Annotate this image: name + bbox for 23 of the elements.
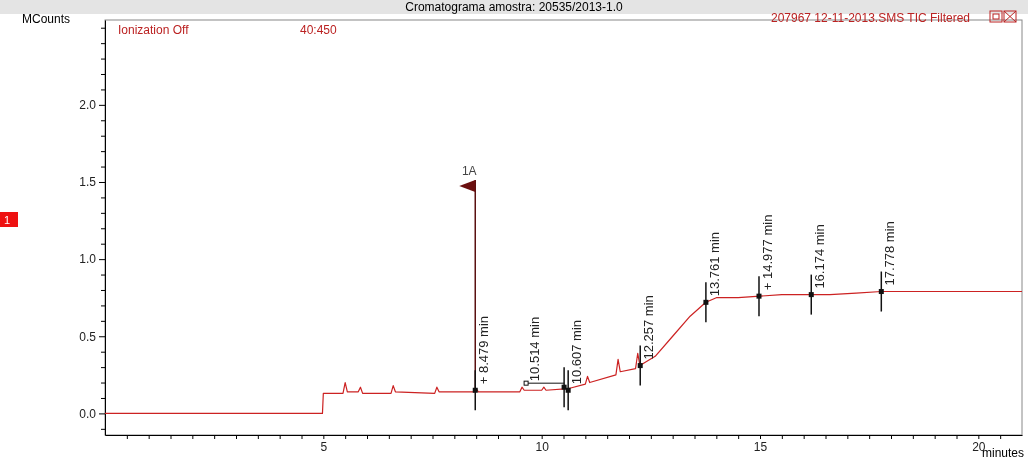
- annotation: Ionization Off: [118, 23, 190, 37]
- annotation: 10.514 min: [527, 316, 543, 382]
- y-axis-title: MCounts: [21, 12, 70, 26]
- chart-title: Cromatograma amostra: 20535/2013-1.0: [405, 0, 624, 14]
- y-tick-label: 2.0: [79, 98, 97, 113]
- y-tick-label: 0.5: [79, 329, 97, 344]
- annotation: 40:450: [300, 23, 338, 37]
- x-tick-label: 10: [535, 439, 550, 454]
- annotation: 13.761 min: [706, 232, 722, 297]
- text: 1: [4, 214, 11, 226]
- x-tick-label: 5: [320, 439, 328, 454]
- annotation: 1A: [461, 164, 477, 178]
- annotation: 207967 12-11-2013.SMS TIC Filtered: [770, 11, 970, 25]
- y-tick-label: 1.5: [79, 175, 97, 190]
- annotation: 16.174 min: [812, 224, 828, 289]
- x-tick-label: 15: [753, 439, 768, 454]
- y-tick-label: 1.0: [79, 252, 97, 267]
- annotation: 17.778 min: [882, 221, 898, 286]
- annotation: 12.257 min: [641, 295, 657, 360]
- y-tick-label: 0.0: [79, 406, 97, 421]
- annotation: 10.607 min: [569, 319, 585, 385]
- annotation: + 14.977 min: [760, 214, 775, 291]
- annotation: + 8.479 min: [476, 315, 492, 385]
